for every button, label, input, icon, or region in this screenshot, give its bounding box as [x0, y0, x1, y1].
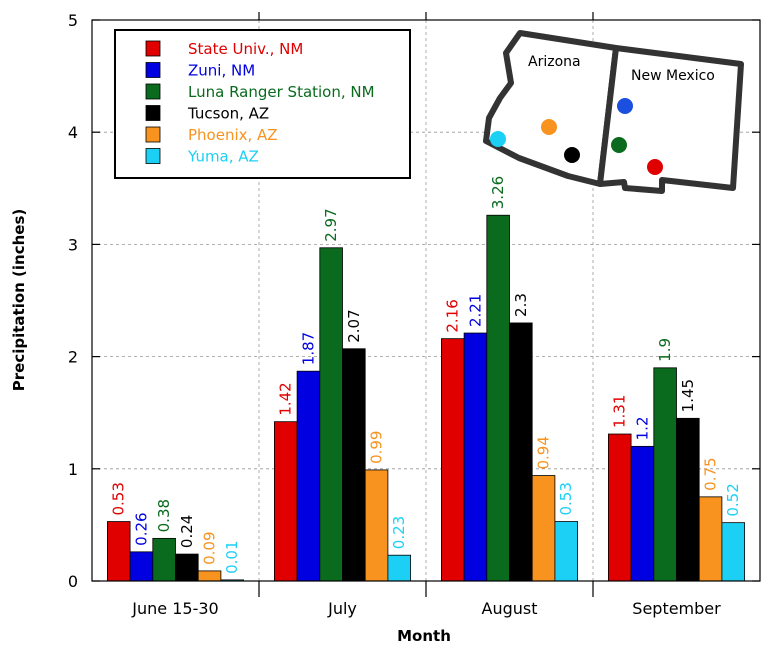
y-tick-label: 2	[68, 348, 78, 367]
bar	[440, 338, 465, 582]
bar	[107, 521, 131, 582]
bar	[676, 417, 700, 582]
bar	[630, 445, 655, 582]
x-tick-label: August	[482, 599, 538, 618]
data-label: 1.31	[611, 395, 629, 428]
y-tick-label: 0	[68, 572, 78, 591]
station-marker-yuma	[490, 131, 506, 147]
data-label: 0.09	[201, 531, 219, 564]
legend-swatch	[145, 62, 161, 78]
data-label: 2.07	[345, 309, 363, 342]
data-label: 1.42	[277, 382, 295, 415]
legend-label: Yuma, AZ	[187, 148, 259, 166]
bars	[107, 214, 746, 582]
data-label: 1.2	[633, 417, 651, 441]
legend-label: Luna Ranger Station, NM	[188, 83, 375, 101]
bar	[129, 551, 154, 582]
data-label: 0.24	[178, 515, 196, 548]
bar	[273, 421, 298, 582]
bar	[531, 475, 556, 582]
legend: State Univ., NM Zuni, NM Luna Ranger Stati…	[114, 29, 411, 179]
data-label: 0.38	[155, 499, 173, 532]
legend-swatch	[145, 40, 161, 57]
data-label: 0.52	[724, 483, 742, 516]
station-marker-luna	[611, 137, 627, 153]
x-axis-title: Month	[397, 627, 451, 645]
axis-ticks: 0 1 2 3 4 5 June 15-30 July August September	[68, 11, 760, 618]
bar	[653, 367, 677, 582]
data-label: 1.9	[656, 338, 674, 362]
new-mexico-outline	[597, 45, 744, 194]
bar	[698, 496, 723, 582]
data-labels: 0.530.26 0.38 0.240.09 0.011.421.872.972.07…	[110, 176, 743, 574]
data-label: 0.99	[368, 431, 386, 464]
bar	[152, 537, 176, 582]
station-marker-state-univ	[647, 159, 663, 175]
legend-label: Phoenix, AZ	[188, 126, 278, 144]
y-tick-label: 4	[68, 123, 78, 142]
legend-swatch	[145, 105, 161, 121]
legend-swatch	[145, 126, 161, 143]
data-label: 2.97	[322, 208, 340, 241]
data-label: 0.53	[557, 482, 575, 515]
inset-map: Arizona New Mexico	[483, 30, 744, 194]
y-axis-title: Precipitation (inches)	[10, 209, 28, 392]
data-label: 0.23	[390, 516, 408, 549]
legend-swatch	[145, 148, 161, 164]
bar	[608, 433, 632, 582]
bar	[175, 553, 199, 582]
legend-label: State Univ., NM	[188, 40, 303, 58]
station-marker-phoenix	[541, 119, 557, 135]
arizona-label: Arizona	[528, 54, 581, 70]
bar	[554, 521, 579, 582]
data-label: 0.53	[110, 482, 128, 515]
y-tick-label: 5	[68, 11, 78, 30]
data-label: 1.45	[679, 379, 697, 412]
bar	[364, 469, 389, 582]
data-label: 0.26	[132, 512, 150, 545]
x-tick-label: June 15-30	[131, 599, 218, 618]
legend-label: Zuni, NM	[188, 62, 255, 80]
bar	[296, 370, 321, 582]
new-mexico-label: New Mexico	[631, 68, 715, 84]
data-label: 0.75	[702, 457, 720, 490]
station-marker-tucson	[564, 147, 580, 163]
y-tick-label: 3	[68, 235, 78, 254]
legend-swatch	[145, 83, 161, 100]
bar	[463, 332, 488, 582]
x-tick-label: July	[327, 599, 357, 618]
data-label: 2.21	[466, 294, 484, 327]
data-label: 0.01	[223, 540, 241, 573]
legend-box	[114, 29, 411, 179]
bar	[197, 570, 222, 582]
legend-label: Tucson, AZ	[187, 105, 269, 123]
data-label: 2.16	[444, 299, 462, 332]
bar	[387, 554, 411, 582]
bar	[319, 247, 343, 582]
station-marker-zuni	[617, 98, 633, 114]
bar	[486, 214, 510, 582]
x-tick-label: September	[632, 599, 721, 618]
y-tick-label: 1	[68, 460, 78, 479]
bar	[342, 348, 366, 582]
bar	[721, 522, 746, 582]
bar	[509, 322, 533, 582]
data-label: 1.87	[299, 332, 317, 365]
data-label: 2.3	[512, 293, 530, 317]
data-label: 3.26	[489, 176, 507, 209]
data-label: 0.94	[535, 436, 553, 469]
